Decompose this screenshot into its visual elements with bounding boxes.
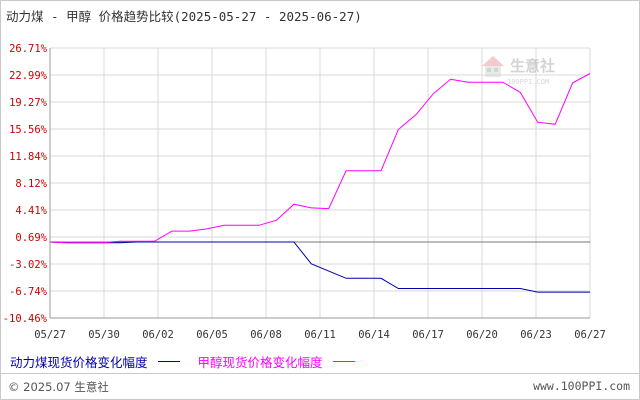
y-tick-label: 0.69%: [15, 232, 47, 244]
x-tick-label: 06/17: [412, 329, 444, 341]
x-tick-label: 06/20: [466, 329, 498, 341]
x-tick-label: 06/05: [196, 329, 228, 341]
watermark-logo: 生意社 100PPI.COM: [482, 56, 555, 86]
x-tick-label: 06/11: [304, 329, 336, 341]
x-tick-label: 05/27: [34, 329, 66, 341]
watermark-url: 100PPI.COM: [507, 78, 549, 86]
x-tick-label: 06/08: [250, 329, 282, 341]
legend-item-methanol: 甲醇现货价格变化幅度: [198, 352, 355, 371]
x-tick-label: 06/27: [574, 329, 606, 341]
y-tick-label: 19.27%: [9, 97, 48, 109]
y-tick-label: 11.84%: [9, 151, 48, 163]
x-tick-label: 06/23: [520, 329, 552, 341]
y-tick-label: -6.74%: [9, 286, 48, 298]
x-tick-label: 06/02: [142, 329, 174, 341]
grid-lines: [49, 47, 591, 319]
footer-copyright: © 2025.07 生意社: [8, 380, 109, 394]
legend-coal-swatch: [157, 361, 180, 362]
legend: 动力煤现货价格变化幅度 甲醇现货价格变化幅度: [10, 352, 369, 371]
y-tick-label: 8.12%: [15, 178, 47, 190]
y-tick-label: 26.71%: [9, 43, 48, 55]
y-tick-label: 15.56%: [9, 124, 48, 136]
series-lines: [49, 73, 591, 293]
y-tick-labels: 26.71% 22.99% 19.27% 15.56% 11.84% 8.12% 4.41%…: [3, 43, 48, 325]
footer-site-link[interactable]: www.100PPI.com: [533, 379, 630, 393]
x-tick-labels: 05/27 05/30 06/02 06/05 06/08 06/11 06/14 06/17…: [34, 329, 606, 341]
x-tick-label: 05/30: [88, 329, 120, 341]
legend-methanol-swatch: [332, 361, 355, 362]
y-tick-label: -3.02%: [9, 259, 48, 271]
legend-methanol-label: 甲醇现货价格变化幅度: [197, 355, 323, 370]
y-tick-label: -10.46%: [3, 313, 48, 325]
methanol-series-line: [49, 73, 591, 244]
chart-title: 动力煤 - 甲醇 价格趋势比较(2025-05-27 - 2025-06-27): [6, 9, 362, 24]
legend-coal-label: 动力煤现货价格变化幅度: [10, 355, 148, 370]
y-tick-label: 22.99%: [9, 70, 48, 82]
house-logo-icon: [482, 56, 504, 77]
footer-divider: [0, 373, 640, 374]
coal-series-line: [49, 241, 590, 293]
watermark-name: 生意社: [510, 57, 555, 75]
x-tick-label: 06/14: [358, 329, 390, 341]
legend-item-coal: 动力煤现货价格变化幅度: [10, 352, 180, 371]
y-tick-label: 4.41%: [15, 205, 47, 217]
